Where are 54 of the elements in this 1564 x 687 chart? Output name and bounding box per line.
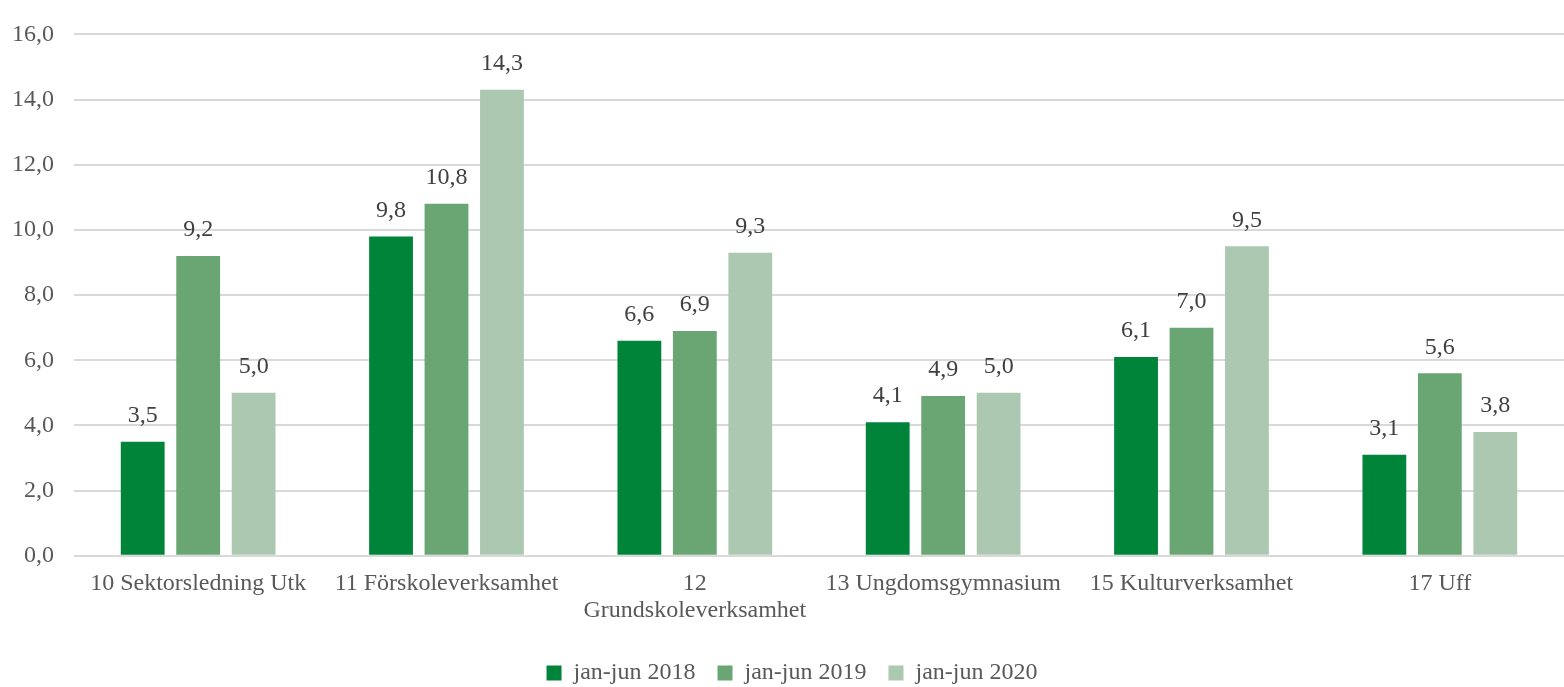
- x-tick-label: 15 Kulturverksamhet: [1089, 568, 1294, 595]
- data-label: 9,5: [1231, 205, 1262, 232]
- x-tick-label: 10 Sektorsledning Utk: [90, 568, 307, 595]
- bar: [976, 392, 1021, 555]
- bar: [480, 89, 524, 555]
- legend-label: jan-jun 2018: [572, 658, 696, 685]
- data-label: 9,8: [376, 195, 407, 222]
- data-label: 9,3: [735, 212, 766, 239]
- y-tick-label: 8,0: [24, 280, 54, 307]
- bar: [1417, 373, 1462, 555]
- data-label: 3,1: [1369, 414, 1400, 441]
- x-tick-label: 17 Uff: [1408, 568, 1472, 595]
- bar: [728, 252, 773, 555]
- data-label: 6,9: [679, 290, 710, 317]
- y-tick-label: 2,0: [24, 475, 54, 502]
- x-tick-label: 12 Grundskoleverksamhet: [583, 568, 807, 623]
- bar: [1169, 327, 1214, 555]
- bar: [1362, 454, 1407, 555]
- y-tick-label: 0,0: [24, 541, 54, 568]
- bar: [672, 330, 717, 555]
- legend-label: jan-jun 2019: [743, 658, 867, 685]
- bar: [921, 396, 966, 555]
- x-tick-label: 11 Förskoleverksamhet: [334, 568, 559, 595]
- data-label: 5,0: [983, 352, 1014, 379]
- y-tick-label: 10,0: [12, 215, 54, 242]
- bar: [1225, 246, 1269, 555]
- bar: [369, 236, 413, 555]
- bar: [865, 422, 910, 555]
- y-tick-label: 14,0: [12, 84, 54, 111]
- y-tick-label: 6,0: [24, 345, 54, 372]
- bar: [120, 441, 165, 555]
- data-label: 5,0: [238, 352, 269, 379]
- data-label: 7,0: [1176, 286, 1207, 313]
- y-tick-label: 12,0: [12, 150, 54, 177]
- data-label: 3,8: [1480, 391, 1511, 418]
- bar: [617, 340, 662, 555]
- data-label: 4,1: [872, 381, 903, 408]
- data-label: 5,6: [1424, 332, 1455, 359]
- bar: [231, 392, 276, 555]
- data-label: 9,2: [183, 215, 214, 242]
- data-label: 4,9: [928, 355, 959, 382]
- data-label: 6,1: [1121, 316, 1152, 343]
- y-tick-label: 4,0: [24, 410, 54, 437]
- y-tick-label: 16,0: [12, 19, 54, 46]
- data-label: 10,8: [425, 163, 468, 190]
- data-label: 14,3: [480, 49, 523, 76]
- x-tick-label: 13 Ungdomsgymnasium: [825, 568, 1062, 595]
- data-label: 3,5: [127, 401, 158, 428]
- legend-label: jan-jun 2020: [914, 658, 1038, 685]
- bar: [1473, 431, 1518, 555]
- bar: [1114, 357, 1158, 555]
- data-label: 6,6: [624, 300, 655, 327]
- bar: [424, 203, 469, 555]
- bar: [176, 256, 221, 555]
